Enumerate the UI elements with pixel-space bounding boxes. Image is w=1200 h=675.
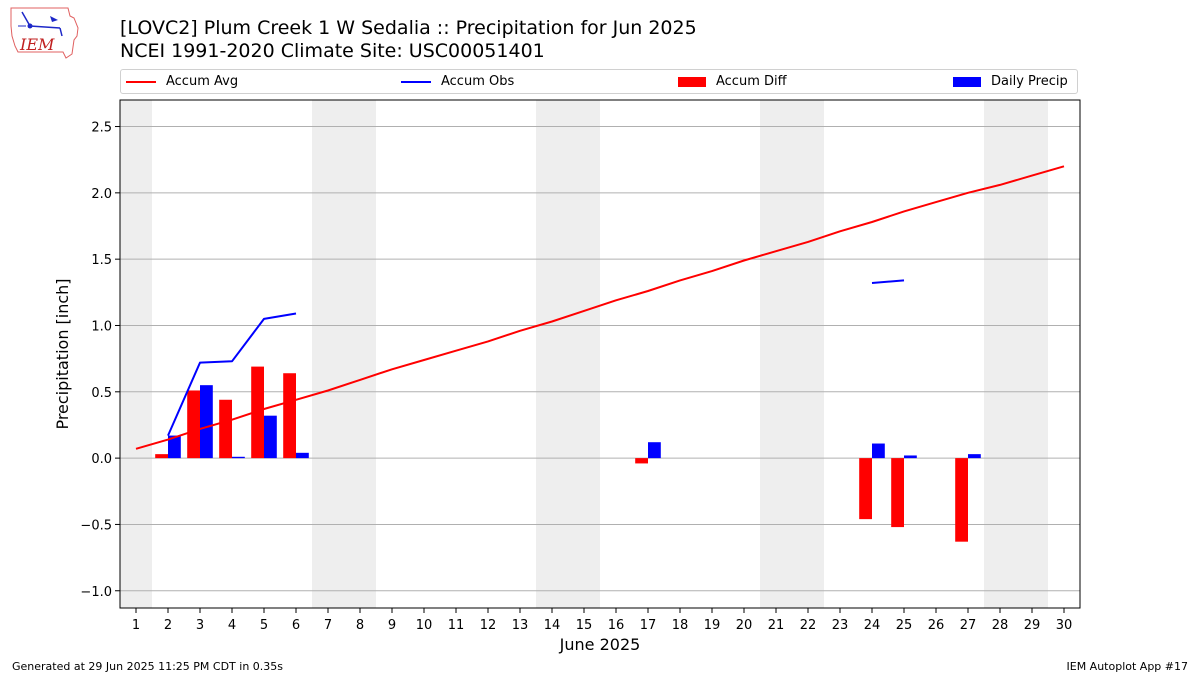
x-tick-label: 12 [480,618,497,633]
x-tick-label: 10 [416,618,433,633]
accum-diff-bar [859,458,872,520]
weekend-band [984,100,1016,608]
x-tick-label: 26 [928,618,945,633]
weekend-band [536,100,568,608]
legend-label-accum-obs: Accum Obs [441,74,515,89]
daily-precip-bar [296,452,309,459]
accum-diff-bar [283,373,296,459]
legend-item-accum-avg: Accum Avg [126,70,238,93]
chart-legend: Accum Avg Accum Obs Accum Diff Daily Pre… [120,69,1078,94]
x-tick-label: 28 [992,618,1009,633]
x-tick-label: 2 [164,618,172,633]
daily-precip-bar [648,442,661,459]
weekend-band [312,100,344,608]
x-axis-label: June 2025 [559,635,641,654]
weekend-band [344,100,376,608]
x-tick-label: 8 [356,618,364,633]
accum-diff-bar [187,390,200,459]
x-tick-label: 30 [1056,618,1073,633]
legend-swatch-daily-precip [953,76,981,87]
legend-label-accum-diff: Accum Diff [716,74,787,89]
x-tick-label: 6 [292,618,300,633]
y-tick-label: −0.5 [80,518,112,533]
accum-obs-line [871,279,905,284]
weekend-band [1016,100,1048,608]
weekend-band [760,100,792,608]
accum-diff-bar [251,366,264,459]
x-tick-label: 25 [896,618,913,633]
daily-precip-bar [168,435,181,459]
x-tick-label: 13 [512,618,529,633]
app-credit: IEM Autoplot App #17 [1066,660,1189,673]
legend-swatch-accum-diff [678,76,706,87]
daily-precip-bar [264,415,277,459]
y-axis-label: Precipitation [inch] [53,278,72,429]
y-tick-label: −1.0 [80,585,112,600]
legend-label-daily-precip: Daily Precip [991,74,1068,89]
x-tick-label: 9 [388,618,396,633]
x-tick-label: 29 [1024,618,1041,633]
x-tick-label: 21 [768,618,785,633]
chart-subtitle: NCEI 1991-2020 Climate Site: USC00051401 [120,40,545,62]
daily-precip-bar [904,455,917,459]
accum-diff-bar [635,458,648,464]
y-tick-label: 0.0 [91,452,112,467]
x-tick-label: 19 [704,618,721,633]
accum-avg-line [135,165,1065,450]
x-tick-label: 17 [640,618,657,633]
logo-text: IEM [19,35,55,54]
iem-logo: IEM [10,7,79,59]
accum-diff-bar [219,399,232,459]
legend-label-accum-avg: Accum Avg [166,74,239,89]
daily-precip-bar [968,454,981,459]
y-tick-label: 2.0 [91,187,112,202]
x-tick-label: 20 [736,618,753,633]
y-tick-label: 0.5 [91,386,112,401]
daily-precip-bar [232,456,245,459]
x-tick-label: 23 [832,618,849,633]
weekend-band [568,100,600,608]
x-tick-label: 1 [132,618,140,633]
legend-item-daily-precip: Daily Precip [953,70,1068,93]
accum-diff-bar [155,454,168,459]
x-tick-label: 3 [196,618,204,633]
plot-frame [119,99,1081,609]
generated-timestamp: Generated at 29 Jun 2025 11:25 PM CDT in… [12,660,284,673]
x-tick-label: 7 [324,618,332,633]
accum-obs-line [167,312,297,437]
legend-swatch-accum-obs [401,80,431,83]
y-tick-label: 1.0 [91,319,112,334]
y-tick-label: 1.5 [91,253,112,268]
legend-swatch-accum-avg [126,80,156,83]
x-tick-label: 27 [960,618,977,633]
y-tick-label: 2.5 [91,121,112,136]
x-tick-label: 24 [864,618,881,633]
legend-item-accum-obs: Accum Obs [401,70,514,93]
weekend-band [792,100,824,608]
x-tick-label: 18 [672,618,689,633]
x-tick-label: 15 [576,618,593,633]
accum-diff-bar [955,458,968,542]
x-tick-label: 4 [228,618,236,633]
x-tick-label: 16 [608,618,625,633]
x-tick-label: 11 [448,618,465,633]
daily-precip-bar [200,385,213,459]
accum-diff-bar [891,458,904,528]
x-tick-label: 5 [260,618,268,633]
chart-title: [LOVC2] Plum Creek 1 W Sedalia :: Precip… [120,17,697,39]
legend-item-accum-diff: Accum Diff [678,70,787,93]
x-tick-label: 22 [800,618,817,633]
daily-precip-bar [872,443,885,459]
x-tick-label: 14 [544,618,561,633]
weekend-band [120,100,152,608]
